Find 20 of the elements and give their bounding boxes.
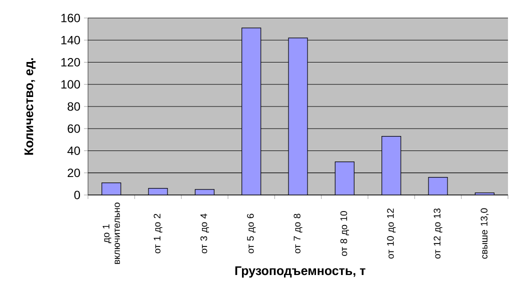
x-tick-label: от 7 до 8 xyxy=(294,214,302,254)
x-tick-label: от 1 до 2 xyxy=(154,214,162,254)
y-tick-label: 100 xyxy=(61,80,80,89)
x-tick-label: от 3 до 4 xyxy=(200,214,209,254)
x-tick-label: от 12 до 13 xyxy=(434,208,442,259)
x-tick-label: до 1 включительно xyxy=(102,202,120,264)
y-tick-label: 60 xyxy=(68,124,80,133)
y-tick-label: 80 xyxy=(68,102,80,111)
y-tick-label: 120 xyxy=(61,58,80,66)
y-tick-label: 160 xyxy=(61,14,80,22)
y-tick-label: 20 xyxy=(68,168,80,178)
y-tick-label: 40 xyxy=(67,146,80,155)
y-tick-label: 140 xyxy=(61,36,80,44)
x-tick-label: от 8 до 10 xyxy=(340,211,349,256)
x-tick-label: от 5 до 6 xyxy=(247,214,256,254)
y-tick-label: 0 xyxy=(74,190,80,200)
x-tick-label: свыше 13,0 xyxy=(480,208,489,259)
x-tick-label: от 10 до 12 xyxy=(387,208,396,259)
x-axis-title: Грузоподъемность, т xyxy=(235,266,366,278)
y-axis-title: Количество, ед. xyxy=(24,58,36,155)
